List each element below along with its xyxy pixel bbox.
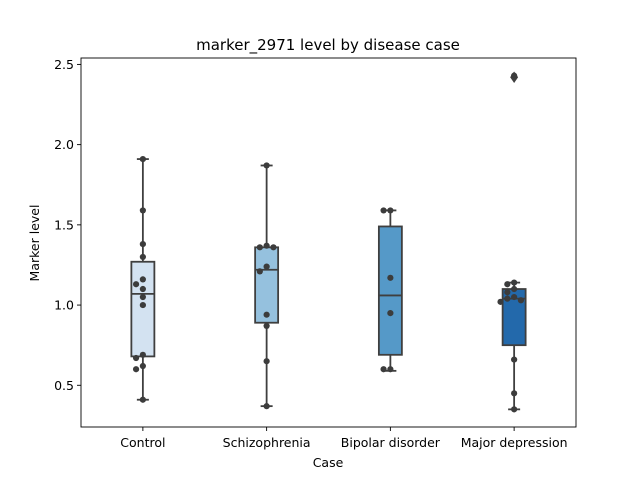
- box: [377, 225, 403, 356]
- data-point: [139, 155, 146, 163]
- data-point: [511, 356, 518, 363]
- x-tick-label: Control: [120, 435, 165, 450]
- data-point: [263, 242, 270, 249]
- y-tick-label: 1.5: [54, 217, 74, 232]
- chart-title: marker_2971 level by disease case: [196, 36, 460, 55]
- data-point: [139, 253, 146, 261]
- swarm-group-3: [380, 207, 394, 373]
- swarm-group-1: [132, 155, 146, 403]
- x-axis-ticks: Control Schizophrenia Bipolar disorder Majo…: [120, 427, 568, 450]
- data-point: [139, 293, 146, 301]
- data-point: [263, 311, 270, 318]
- y-axis-label: Marker level: [27, 205, 42, 282]
- data-point: [387, 207, 394, 214]
- data-point: [256, 244, 263, 251]
- data-point: [139, 207, 146, 214]
- data-point: [497, 298, 504, 305]
- data-point: [139, 362, 146, 370]
- box-group-3: [377, 209, 403, 372]
- plot-area: [130, 71, 527, 413]
- data-point: [504, 289, 511, 296]
- data-point: [511, 279, 518, 286]
- plot-frame: [80, 57, 577, 428]
- x-tick-label: Major depression: [461, 435, 568, 450]
- data-point: [387, 366, 394, 373]
- x-axis-label: Case: [313, 455, 344, 470]
- box: [254, 246, 280, 324]
- data-point: [139, 241, 146, 248]
- data-point: [504, 281, 511, 288]
- box-group-2: [254, 164, 280, 408]
- data-point: [387, 309, 394, 317]
- data-point: [256, 268, 263, 275]
- y-tick-label: 0.5: [54, 378, 74, 393]
- data-point: [139, 351, 146, 358]
- box: [130, 260, 156, 358]
- data-point: [263, 403, 270, 410]
- data-point: [132, 354, 140, 362]
- data-point: [139, 276, 146, 283]
- y-tick-label: 2.5: [54, 57, 74, 72]
- data-point: [511, 406, 518, 413]
- y-axis-ticks: 0.5 1.0 1.5 2.0 2.5: [54, 57, 81, 393]
- data-point: [263, 263, 270, 270]
- data-point: [504, 295, 511, 302]
- y-tick-label: 1.0: [54, 298, 74, 313]
- y-tick-label: 2.0: [54, 137, 74, 152]
- swarm-group-4: [497, 72, 525, 413]
- swarm-group-2: [256, 162, 277, 410]
- data-point: [380, 207, 387, 214]
- data-point: [380, 366, 387, 373]
- data-point: [132, 281, 140, 288]
- data-point: [139, 301, 146, 309]
- data-point: [511, 390, 518, 397]
- data-point: [511, 293, 518, 301]
- data-point: [263, 322, 270, 330]
- data-point: [387, 274, 394, 281]
- data-point: [511, 285, 518, 293]
- data-point: [263, 358, 270, 365]
- data-point: [517, 297, 525, 304]
- data-point: [132, 366, 140, 373]
- x-tick-label: Schizophrenia: [223, 435, 311, 450]
- x-tick-label: Bipolar disorder: [341, 435, 441, 450]
- data-point: [511, 72, 518, 79]
- data-point: [139, 396, 146, 403]
- data-point: [263, 162, 270, 169]
- data-point: [270, 244, 277, 251]
- data-point: [139, 285, 146, 293]
